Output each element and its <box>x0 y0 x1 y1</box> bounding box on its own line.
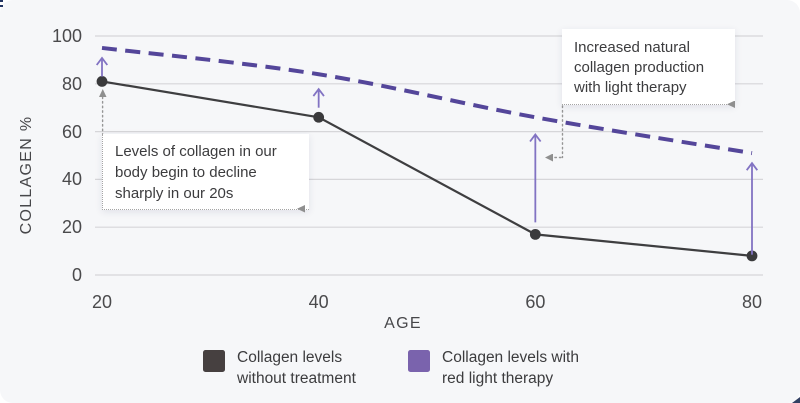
x-tick-label: 80 <box>741 292 763 312</box>
legend-label-line: without treatment <box>237 370 356 387</box>
screenshot-corner-artifact <box>792 397 800 403</box>
therapy-dashed-line <box>101 45 753 156</box>
y-tick-label: 80 <box>61 73 82 94</box>
improvement-arrow-head <box>312 87 325 97</box>
data-point-marker <box>529 228 541 240</box>
left-arrowhead-icon <box>297 205 305 213</box>
annotation-line: with light therapy <box>574 79 687 96</box>
no-treatment-line <box>101 80 753 257</box>
screenshot-corner-artifact <box>0 0 3 2</box>
annotation-line: collagen production <box>574 59 705 76</box>
data-point-marker <box>96 76 108 87</box>
annotation-light-therapy: Increased natural collagen production wi… <box>562 29 735 105</box>
x-tick-label: 20 <box>91 292 113 312</box>
y-tick-label: 40 <box>61 169 82 190</box>
legend-label-red-light-therapy: Collagen levels with red light therapy <box>442 347 579 389</box>
y-tick-label: 20 <box>61 217 82 238</box>
legend-swatch-no-treatment <box>203 350 225 372</box>
y-axis-title: COLLAGEN % <box>18 115 35 235</box>
x-axis-title: AGE <box>384 315 422 332</box>
data-point-marker <box>746 250 758 262</box>
legend-label-line: Collagen levels <box>237 349 343 366</box>
data-point-marker <box>313 111 325 123</box>
y-tick-label: 0 <box>71 265 82 285</box>
improvement-arrow-head <box>95 56 109 66</box>
y-tick-label: 60 <box>61 121 82 142</box>
annotation-line: Levels of collagen in our <box>115 143 277 160</box>
legend-swatch-red-light-therapy <box>408 350 430 372</box>
annotation-collagen-decline: Levels of collagen in our body begin to … <box>102 134 309 210</box>
legend-label-line: red light therapy <box>442 370 554 387</box>
annotation-line: Increased natural <box>574 39 690 56</box>
annotation-line: body begin to decline <box>115 164 257 181</box>
legend-label-no-treatment: Collagen levels without treatment <box>237 347 356 389</box>
up-arrowhead-icon <box>99 89 107 97</box>
legend-label-line: Collagen levels with <box>442 349 579 366</box>
improvement-arrow-head <box>529 132 542 143</box>
x-tick-label: 40 <box>308 292 329 312</box>
y-tick-label: 100 <box>51 26 82 46</box>
annotation-line: sharply in our 20s <box>115 185 234 202</box>
left-arrowhead-icon <box>545 153 553 162</box>
left-arrowhead-icon <box>727 100 735 108</box>
improvement-arrow-head <box>745 161 759 171</box>
x-tick-label: 60 <box>525 292 546 312</box>
